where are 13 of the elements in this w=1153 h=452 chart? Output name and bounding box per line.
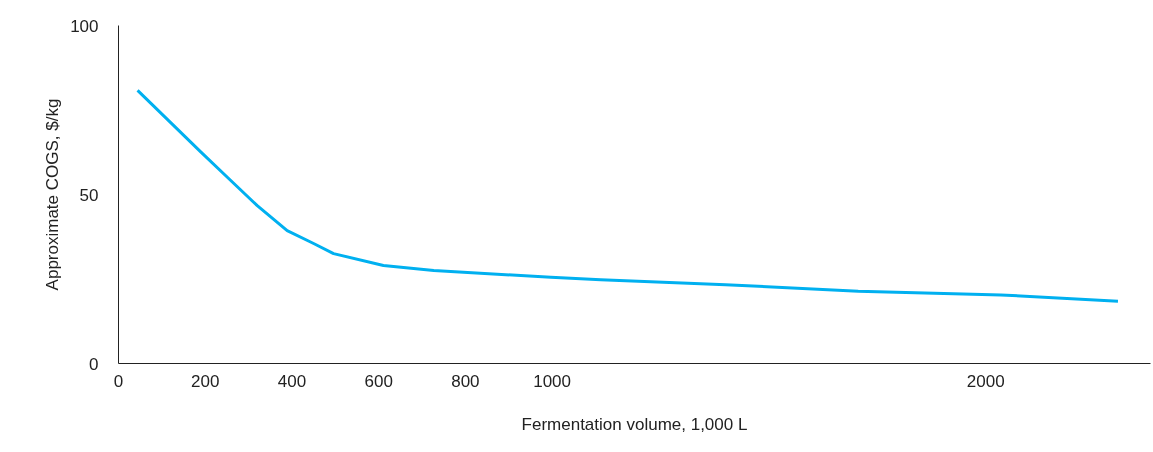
x-axis-title: Fermentation volume, 1,000 L <box>521 414 748 434</box>
x-tick-label: 800 <box>451 371 480 391</box>
x-tick-label: 600 <box>364 371 393 391</box>
y-tick-label: 100 <box>70 16 99 36</box>
x-tick-label: 0 <box>113 371 124 391</box>
x-tick-label: 2000 <box>966 371 1005 391</box>
line-series <box>136 88 1120 303</box>
x-tick-label: 200 <box>191 371 220 391</box>
x-tick-label: 1000 <box>533 371 572 391</box>
y-axis-title: Approximate COGS, $/kg <box>43 98 63 291</box>
y-tick-label: 0 <box>89 354 99 374</box>
x-tick-label: 400 <box>277 371 307 391</box>
y-tick-label: 50 <box>79 185 99 205</box>
